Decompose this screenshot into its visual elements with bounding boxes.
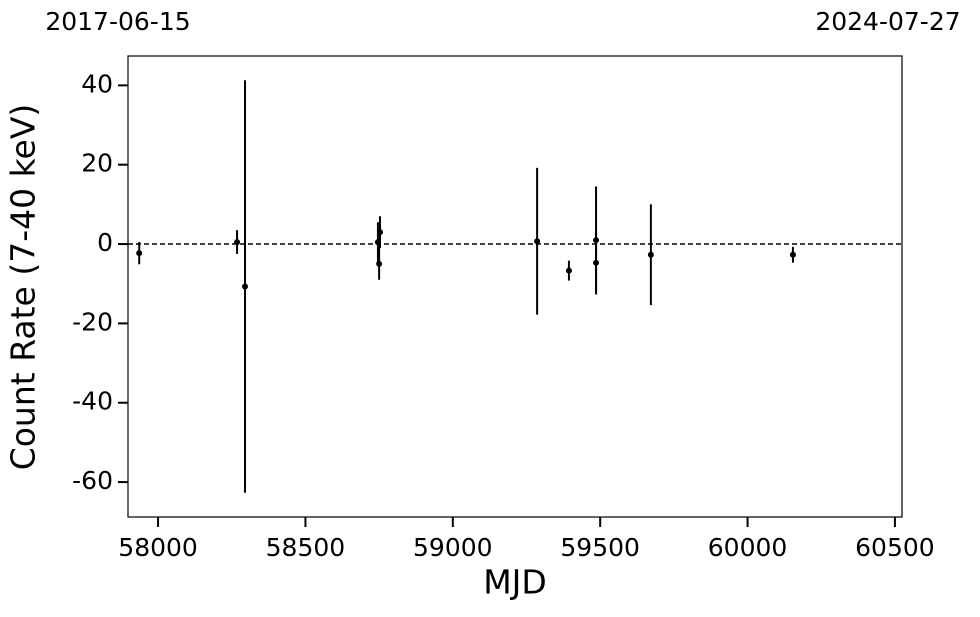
data-point: [136, 250, 143, 257]
data-point: [234, 239, 241, 246]
top-label: 2024-07-27: [815, 7, 960, 36]
x-tick-label: 58500: [266, 533, 346, 562]
x-tick-label: 60500: [855, 533, 935, 562]
x-tick-label: 59500: [560, 533, 640, 562]
data-point: [377, 229, 384, 236]
data-point: [789, 251, 796, 258]
x-tick-label: 60000: [708, 533, 788, 562]
x-tick-label: 59000: [413, 533, 493, 562]
y-axis-label: Count Rate (7-40 keV): [4, 104, 43, 471]
data-point: [534, 238, 541, 245]
y-tick-label: 40: [81, 69, 113, 98]
y-tick-label: 0: [97, 228, 113, 257]
data-point: [376, 260, 383, 267]
data-point: [593, 259, 600, 266]
plot-frame: [127, 55, 903, 518]
y-tick-label: 20: [81, 149, 113, 178]
y-tick-label: -20: [72, 307, 113, 336]
top-label: 2017-06-15: [45, 7, 190, 36]
data-point: [647, 251, 654, 258]
data-point: [242, 283, 249, 290]
y-tick-label: -40: [72, 387, 113, 416]
y-tick-label: -60: [72, 466, 113, 495]
x-tick-label: 58000: [118, 533, 198, 562]
x-axis-label: MJD: [483, 563, 547, 602]
data-point: [565, 267, 572, 274]
